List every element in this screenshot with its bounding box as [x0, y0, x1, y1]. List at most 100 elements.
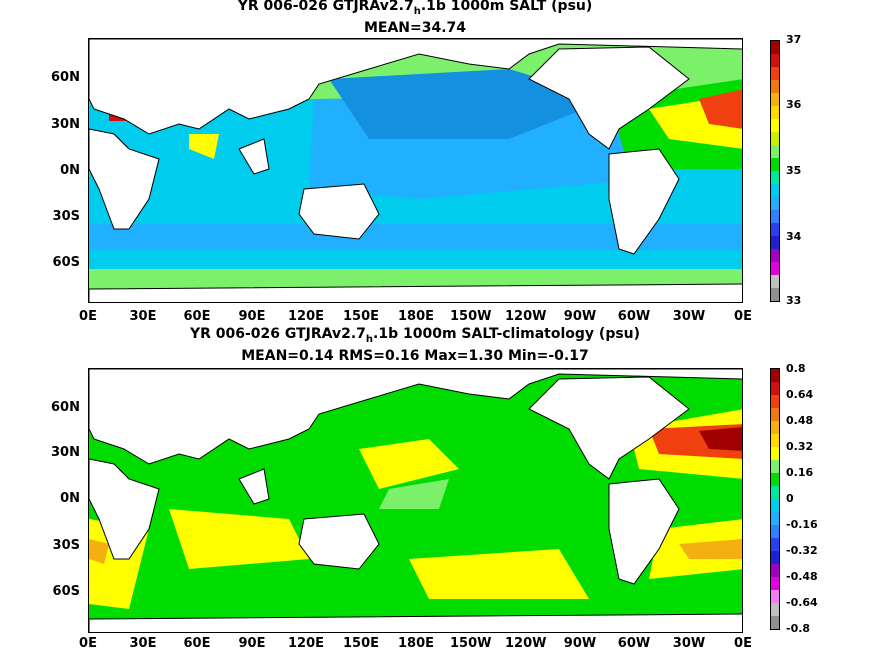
colorbar-swatch	[771, 223, 779, 236]
south-atlantic-orange	[89, 539, 109, 564]
title-text-tail: .1b 1000m SALT-climatology (psu)	[373, 326, 641, 342]
india-land	[238, 468, 270, 505]
panel-salinity-anomaly: YR 006-026 GTJRAv2.7h.1b 1000m SALT-clim…	[0, 326, 875, 656]
lon-label: 0E	[734, 309, 752, 324]
lon-label: 60W	[617, 636, 651, 651]
colorbar-swatch	[771, 486, 779, 499]
lat-label: 30N	[51, 445, 80, 460]
lon-label: 0E	[79, 309, 97, 324]
title-text: YR 006-026 GTJRAv2.7	[237, 0, 414, 14]
anomaly-map-svg	[89, 369, 742, 632]
colorbar-tick: 33	[786, 294, 802, 307]
colorbar-swatch	[771, 54, 779, 67]
north-pacific-minimum	[329, 69, 609, 139]
colorbar-swatch	[771, 158, 779, 171]
mediterranean-outflow-anomaly	[699, 427, 742, 451]
lon-label: 90E	[238, 636, 266, 651]
colorbar-swatch	[771, 275, 779, 288]
africa-land	[89, 128, 160, 230]
colorbar-tick: -0.48	[786, 570, 818, 583]
colorbar-tick: 35	[786, 164, 802, 177]
colorbar-swatch	[771, 408, 779, 421]
colorbar-tick: 37	[786, 33, 802, 46]
colorbar-swatch	[771, 184, 779, 197]
colorbar-tick: 0.8	[786, 362, 806, 375]
colorbar-tick: 0.64	[786, 388, 814, 401]
panel1-stats: MEAN=34.74	[363, 20, 467, 36]
colorbar-swatch	[771, 512, 779, 525]
lat-label: 60N	[51, 400, 80, 415]
title-text: YR 006-026 GTJRAv2.7	[189, 326, 366, 342]
lat-label: 30S	[52, 538, 80, 553]
colorbar-tick: 36	[786, 98, 802, 111]
colorbar-tick: 34	[786, 230, 802, 243]
colorbar-swatch	[771, 447, 779, 460]
india-land	[238, 138, 270, 175]
lon-label: 150E	[342, 636, 380, 651]
title-subscript: h	[365, 333, 374, 345]
colorbar-swatch	[771, 249, 779, 262]
colorbar-swatch	[771, 421, 779, 434]
africa-land	[89, 458, 160, 560]
colorbar-swatch	[771, 499, 779, 512]
lon-label: 120W	[505, 309, 547, 324]
colorbar-tick: -0.32	[786, 544, 818, 557]
eurasia-land	[89, 39, 742, 135]
colorbar-tick: -0.16	[786, 518, 818, 531]
anomaly-map	[88, 368, 743, 633]
antarctica-land	[89, 283, 742, 302]
colorbar-swatch	[771, 236, 779, 249]
lon-label: 30E	[129, 309, 157, 324]
colorbar-swatch	[771, 41, 779, 54]
pacific-light-green	[379, 479, 449, 509]
colorbar-tick: -0.8	[786, 622, 811, 635]
lon-label: 180E	[397, 636, 435, 651]
colorbar-swatch	[771, 262, 779, 275]
colorbar-swatch	[771, 473, 779, 486]
eurasia-land	[89, 369, 742, 465]
lat-label: 0N	[60, 163, 80, 178]
colorbar-swatch	[771, 67, 779, 80]
lat-label: 30N	[51, 117, 80, 132]
antarctica-land	[89, 613, 742, 632]
title-subscript: h	[413, 5, 421, 17]
lon-label: 120E	[287, 309, 325, 324]
colorbar-swatch	[771, 395, 779, 408]
salinity-map-svg	[89, 39, 742, 302]
lon-label: 150W	[450, 636, 492, 651]
arabian-sea	[189, 134, 219, 159]
colorbar-swatch	[771, 145, 779, 158]
lon-label: 0E	[734, 636, 752, 651]
lat-label: 60S	[52, 584, 80, 599]
se-atlantic-orange	[679, 539, 742, 559]
title-text-tail: .1b 1000m SALT (psu)	[420, 0, 593, 14]
colorbar-swatch	[771, 171, 779, 184]
colorbar-swatch	[771, 106, 779, 119]
colorbar-swatch	[771, 551, 779, 564]
colorbar-swatch	[771, 603, 779, 616]
panel2-stats: MEAN=0.14 RMS=0.16 Max=1.30 Min=-0.17	[241, 348, 589, 364]
colorbar-tick: 0.16	[786, 466, 814, 479]
west-pacific-yellow	[359, 439, 459, 489]
salinity-colorbar	[770, 40, 780, 302]
lat-label: 30S	[52, 209, 80, 224]
indian-yellow	[169, 509, 309, 569]
south-america-land	[608, 148, 680, 255]
colorbar-tick: -0.64	[786, 596, 818, 609]
colorbar-swatch	[771, 460, 779, 473]
lon-label: 150W	[450, 309, 492, 324]
colorbar-swatch	[771, 590, 779, 603]
lat-label: 60S	[52, 255, 80, 270]
panel-salinity: YR 006-026 GTJRAv2.7h.1b 1000m SALT (psu…	[51, 0, 802, 324]
lon-label: 0E	[79, 636, 97, 651]
colorbar-swatch	[771, 132, 779, 145]
lon-label: 90W	[563, 636, 597, 651]
lat-label: 0N	[60, 491, 80, 506]
colorbar-swatch	[771, 80, 779, 93]
lon-label: 90E	[238, 309, 266, 324]
colorbar-swatch	[771, 577, 779, 590]
lon-label: 120E	[287, 636, 325, 651]
australia-land	[298, 513, 380, 570]
colorbar-tick: 0.48	[786, 414, 814, 427]
colorbar-swatch	[771, 93, 779, 106]
